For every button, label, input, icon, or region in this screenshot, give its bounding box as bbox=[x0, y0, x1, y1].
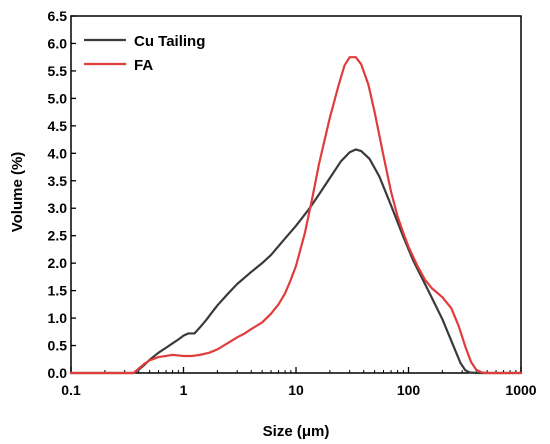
series-lines bbox=[69, 56, 523, 375]
x-tick-label: 1000 bbox=[505, 382, 536, 398]
y-tick-label: 0.5 bbox=[48, 338, 68, 354]
y-axis: 0.0 0.5 1.0 1.5 2.0 2.5 3.0 3.5 4.0 4.5 5.0 5.5 6.0 6… bbox=[48, 8, 76, 381]
legend-label: FA bbox=[134, 57, 153, 74]
y-tick-label: 6.0 bbox=[48, 35, 68, 51]
x-tick-label: 0.1 bbox=[61, 382, 81, 398]
series-line-fa bbox=[69, 56, 523, 375]
series-line-cu-tailing bbox=[69, 148, 523, 375]
x-axis: 0.1 1 10 100 1000 bbox=[61, 367, 537, 398]
y-tick-label: 4.5 bbox=[48, 118, 68, 134]
x-tick-label: 10 bbox=[288, 382, 304, 398]
y-tick-label: 4.0 bbox=[48, 145, 68, 161]
y-tick-label: 1.5 bbox=[48, 283, 68, 299]
y-tick-label: 5.5 bbox=[48, 63, 68, 79]
x-axis-label: Size (μm) bbox=[263, 423, 330, 440]
y-tick-label: 5.0 bbox=[48, 90, 68, 106]
y-tick-label: 2.0 bbox=[48, 255, 68, 271]
y-tick-label: 3.0 bbox=[48, 200, 68, 216]
x-tick-label: 1 bbox=[180, 382, 188, 398]
legend-label: Cu Tailing bbox=[134, 33, 205, 50]
y-tick-label: 6.5 bbox=[48, 8, 68, 24]
x-tick-label: 100 bbox=[397, 382, 421, 398]
y-tick-label: 2.5 bbox=[48, 228, 68, 244]
y-tick-label: 0.0 bbox=[48, 365, 68, 381]
legend: Cu Tailing FA bbox=[84, 33, 205, 74]
y-tick-label: 3.5 bbox=[48, 173, 68, 189]
y-axis-label: Volume (%) bbox=[9, 152, 26, 233]
y-tick-label: 1.0 bbox=[48, 310, 68, 326]
